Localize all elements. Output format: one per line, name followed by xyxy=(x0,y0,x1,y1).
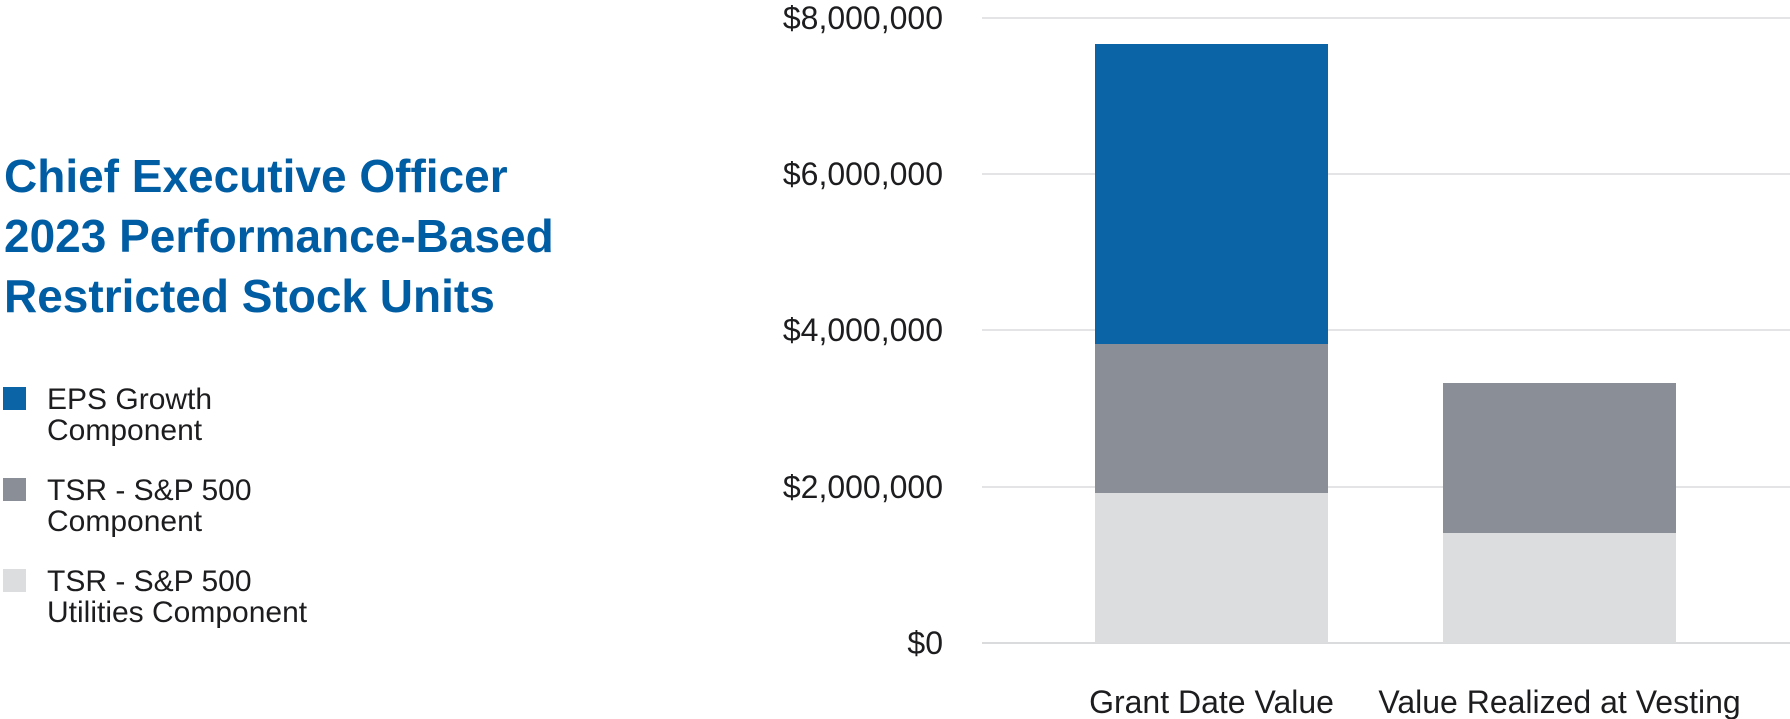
title-line-2: 2023 Performance-Based xyxy=(4,210,554,262)
legend-label-line: Component xyxy=(47,505,203,538)
bar-segment-tsr-s-p-500-component xyxy=(1095,344,1328,493)
eps-growth-swatch-icon xyxy=(3,387,26,410)
x-axis-category-label: Value Realized at Vesting xyxy=(1378,684,1741,719)
legend-item-eps-growth: EPS Growth Component xyxy=(3,384,307,446)
gridline xyxy=(982,329,1790,332)
gridline xyxy=(982,16,1790,19)
legend-item-tsr-sp500-utilities: TSR - S&P 500 Utilities Component xyxy=(3,566,307,628)
legend-label: TSR - S&P 500 Component xyxy=(47,475,252,537)
bar-segment-eps-growth-component xyxy=(1095,44,1328,345)
legend-label-line: Utilities Component xyxy=(47,596,308,629)
legend-label: TSR - S&P 500 Utilities Component xyxy=(47,566,307,628)
title-line-3: Restricted Stock Units xyxy=(4,270,495,322)
gridline xyxy=(982,172,1790,175)
tsr-sp500-utilities-swatch-icon xyxy=(3,569,26,592)
x-axis-category-label: Grant Date Value xyxy=(1089,684,1334,719)
legend: EPS Growth Component TSR - S&P 500 Compo… xyxy=(3,384,307,657)
bar-segment-tsr-s-p-500-utilities-component xyxy=(1443,532,1676,643)
bar-segment-tsr-s-p-500-utilities-component xyxy=(1095,492,1328,643)
y-axis-tick-label: $8,000,000 xyxy=(782,0,943,36)
y-axis-tick-label: $4,000,000 xyxy=(782,312,943,349)
gridline xyxy=(982,485,1790,488)
legend-label-line: TSR - S&P 500 xyxy=(47,474,252,507)
y-axis-tick-label: $6,000,000 xyxy=(782,155,943,192)
legend-label-line: Component xyxy=(47,414,203,447)
baseline-gridline xyxy=(982,642,1790,644)
legend-label: EPS Growth Component xyxy=(47,384,212,446)
y-axis-tick-label: $0 xyxy=(907,625,943,661)
legend-label-line: TSR - S&P 500 xyxy=(47,565,252,598)
tsr-sp500-swatch-icon xyxy=(3,478,26,501)
title-line-1: Chief Executive Officer xyxy=(4,150,508,202)
y-axis-tick-label: $2,000,000 xyxy=(782,468,943,505)
bar-segment-tsr-s-p-500-component xyxy=(1443,382,1676,533)
page-title: Chief Executive Officer 2023 Performance… xyxy=(4,146,554,326)
legend-item-tsr-sp500: TSR - S&P 500 Component xyxy=(3,475,307,537)
legend-label-line: EPS Growth xyxy=(47,383,213,416)
